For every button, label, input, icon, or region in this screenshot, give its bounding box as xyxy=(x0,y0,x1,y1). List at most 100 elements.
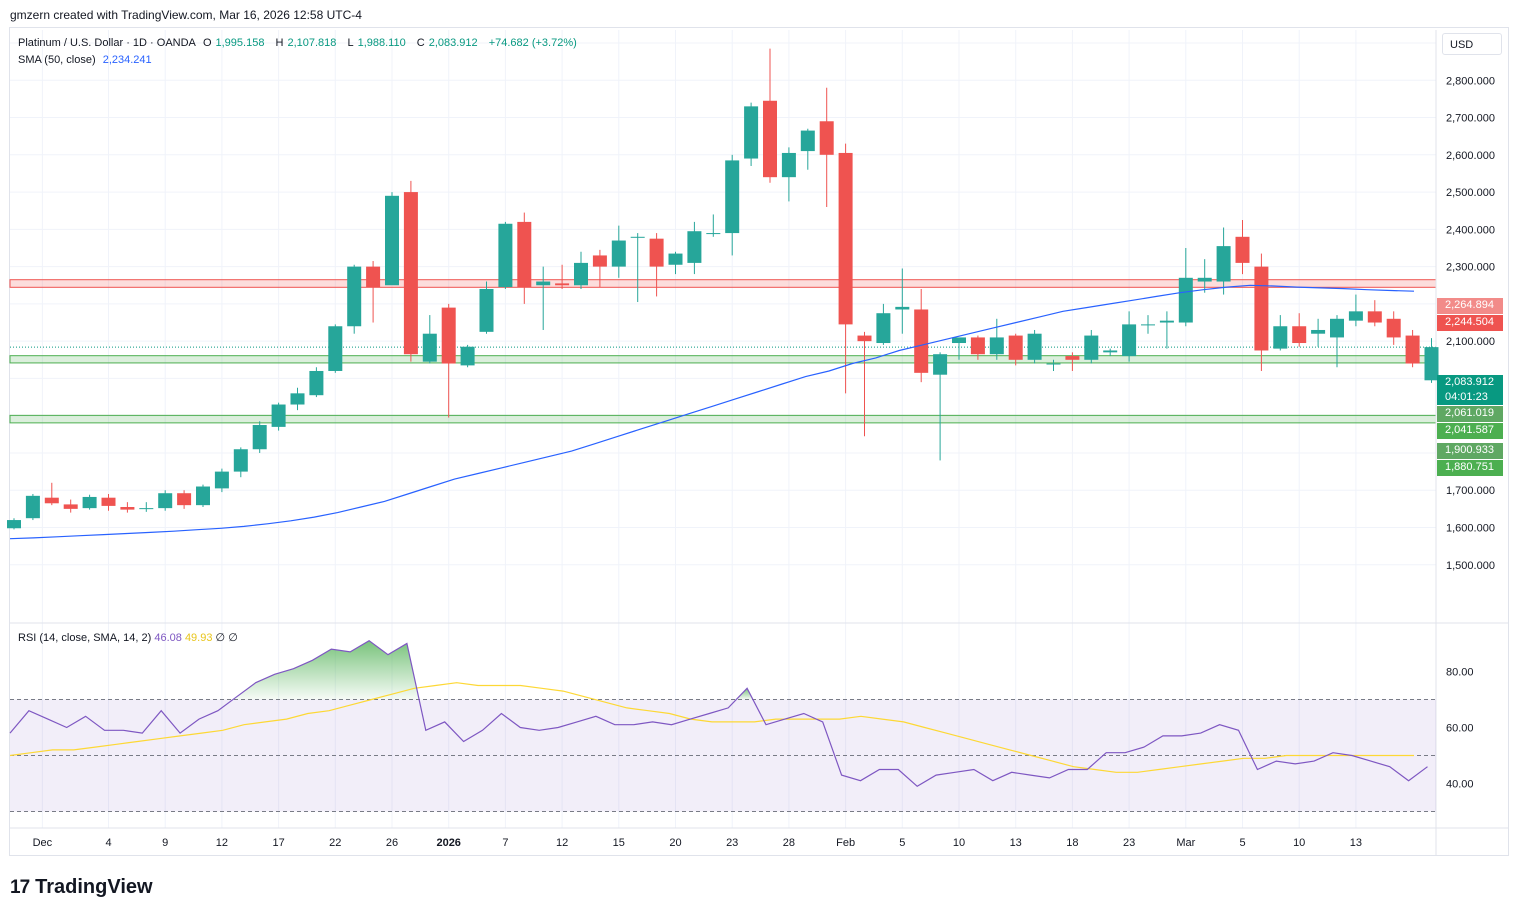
candle-body xyxy=(328,326,343,371)
candle-body xyxy=(1273,326,1288,349)
candle-body xyxy=(1311,329,1326,334)
symbol-title[interactable]: Platinum / U.S. Dollar · 1D · OANDA xyxy=(18,37,196,49)
rsi-legend-name[interactable]: RSI (14, close, SMA, 14, 2) xyxy=(18,632,152,644)
candle-body xyxy=(914,309,929,373)
candle-body xyxy=(1424,347,1439,381)
time-axis-label: 28 xyxy=(783,837,795,849)
price-axis-label: 1,600.000 xyxy=(1446,523,1495,535)
candle-body xyxy=(366,266,381,288)
candle-body xyxy=(158,493,173,509)
candle-body xyxy=(989,337,1004,355)
time-axis-label: 12 xyxy=(556,837,568,849)
time-axis-label: 13 xyxy=(1010,837,1022,849)
price-axis-label: 1,500.000 xyxy=(1446,560,1495,572)
candle-body xyxy=(1065,356,1080,360)
candle-body xyxy=(63,504,78,509)
rsi-overbought-fill xyxy=(736,688,753,700)
support-zone-1 xyxy=(9,355,1437,364)
time-axis-label: 18 xyxy=(1066,837,1078,849)
green-zone2-top-tag: 1,900.933 xyxy=(1437,443,1503,459)
candle-body xyxy=(44,497,59,504)
rsi-axis-label: 80.00 xyxy=(1446,667,1474,679)
candle-body xyxy=(876,313,891,344)
time-axis-label: 10 xyxy=(1293,837,1305,849)
candle-body xyxy=(252,425,267,450)
brand-footer[interactable]: 17 TradingView xyxy=(10,876,153,899)
candle-body xyxy=(309,370,324,396)
green-zone1-top-tag: 2,061.019 xyxy=(1437,406,1503,422)
price-axis-label: 2,400.000 xyxy=(1446,224,1495,236)
tradingview-logo-icon: 17 xyxy=(10,876,30,898)
candle-body xyxy=(1216,246,1231,282)
time-axis-label: 7 xyxy=(502,837,508,849)
chart-caption: gmzern created with TradingView.com, Mar… xyxy=(10,8,362,22)
candle-body xyxy=(1008,335,1023,360)
green-zone1-bottom-tag: 2,041.587 xyxy=(1437,423,1503,439)
candle-body xyxy=(1159,320,1174,323)
candle-body xyxy=(1235,236,1250,263)
candle-body xyxy=(630,236,645,238)
candle-body xyxy=(800,130,815,152)
candle-body xyxy=(1178,277,1193,323)
time-axis-label: 15 xyxy=(613,837,625,849)
currency-button[interactable]: USD xyxy=(1442,33,1502,55)
candle-body xyxy=(120,507,135,510)
candle-body xyxy=(139,508,154,510)
time-axis-label: 20 xyxy=(669,837,681,849)
rsi-extra-2: ∅ xyxy=(228,632,238,644)
price-axis-label: 1,700.000 xyxy=(1446,485,1495,497)
price-axis-label: 2,300.000 xyxy=(1446,262,1495,274)
time-axis-label: 4 xyxy=(105,837,111,849)
candle-body xyxy=(498,223,513,288)
rsi-axis-label: 40.00 xyxy=(1446,779,1474,791)
candle-body xyxy=(706,233,721,235)
time-axis-label: 17 xyxy=(272,837,284,849)
candle-body xyxy=(1103,350,1118,353)
time-axis-label: 26 xyxy=(386,837,398,849)
candle-body xyxy=(574,262,588,286)
candle-body xyxy=(1367,311,1382,323)
candle-body xyxy=(592,255,607,267)
support-zone-2 xyxy=(9,414,1437,424)
time-axis-label: 13 xyxy=(1350,837,1362,849)
time-axis-label: Dec xyxy=(33,837,53,849)
price-axis-label: 2,500.000 xyxy=(1446,187,1495,199)
candle-body xyxy=(25,495,40,519)
time-axis-label: 9 xyxy=(162,837,168,849)
time-axis-label: 2026 xyxy=(436,837,460,849)
rsi-line xyxy=(9,639,1428,788)
candle-body xyxy=(611,240,626,267)
candle-body xyxy=(441,307,456,364)
ohlc-close: C 2,083.912 xyxy=(416,37,478,49)
rsi-band xyxy=(10,699,1436,812)
ohlc-high: H 2,107.818 xyxy=(275,37,337,49)
ohlc-low: L 1,988.110 xyxy=(347,37,406,49)
candle-body xyxy=(857,335,872,342)
candle-body xyxy=(1348,311,1363,321)
ohlc-open: O 1,995.158 xyxy=(202,37,265,49)
rsi-value: 46.08 xyxy=(154,632,182,644)
time-axis-label: Mar xyxy=(1176,837,1195,849)
candle-body xyxy=(101,497,116,506)
price-axis-label: 2,600.000 xyxy=(1446,150,1495,162)
time-axis-label: 22 xyxy=(329,837,341,849)
candle-body xyxy=(1405,335,1420,364)
candle-body xyxy=(517,221,532,288)
sma-legend-value: 2,234.241 xyxy=(102,54,152,66)
time-axis-label: Feb xyxy=(836,837,855,849)
candle-body xyxy=(952,337,966,344)
sma-line xyxy=(9,284,1415,540)
candle-body xyxy=(385,195,399,286)
sma-legend-name[interactable]: SMA (50, close) xyxy=(18,54,96,66)
last-price-tag: 2,083.912 xyxy=(1437,375,1503,390)
time-axis-label: 10 xyxy=(953,837,965,849)
candle-body xyxy=(347,266,362,327)
candle-body xyxy=(970,337,985,355)
candle-body xyxy=(82,496,97,509)
candle-body xyxy=(1141,324,1155,326)
candle-body xyxy=(1027,333,1042,360)
price-change: +74.682 (+3.72%) xyxy=(488,37,577,49)
time-axis-label: 23 xyxy=(726,837,738,849)
candle-body xyxy=(819,121,834,155)
